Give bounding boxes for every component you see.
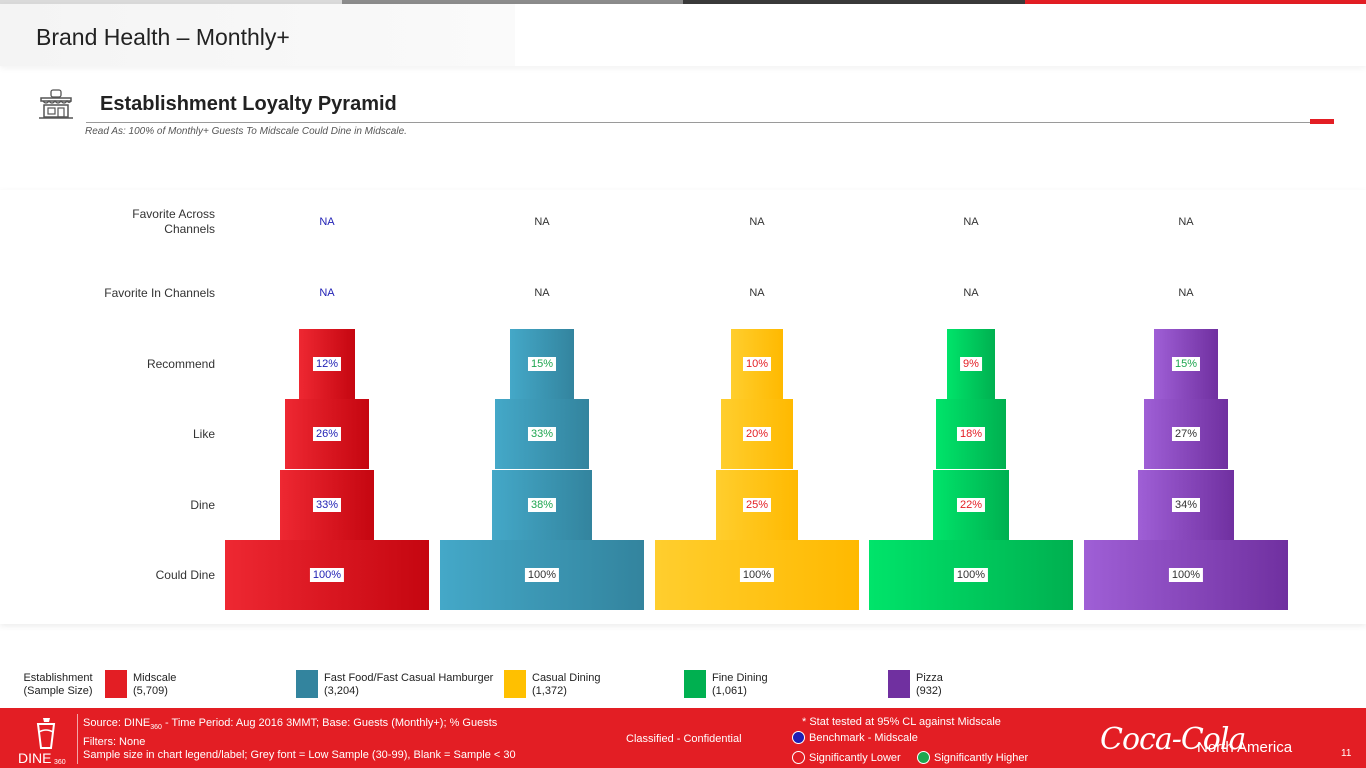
data-label: 100% (1168, 568, 1204, 582)
legend-label: Fine Dining (712, 672, 768, 684)
data-label: NA (1178, 287, 1194, 299)
sample-size-note: Sample size in chart legend/label; Grey … (83, 749, 516, 761)
source-suffix: - Time Period: Aug 2016 3MMT; Base: Gues… (161, 717, 498, 729)
row-label: Recommend (146, 356, 215, 371)
data-label: NA (749, 216, 765, 228)
legend-sample: (3,204) (324, 685, 359, 697)
significantly-higher-legend: Significantly Higher (917, 751, 1028, 764)
legend-swatch (105, 670, 127, 698)
legend-sample: (1,061) (712, 685, 747, 697)
data-label: 22% (956, 498, 986, 512)
page-title: Brand Health – Monthly+ (36, 24, 290, 50)
region-label: North America (1197, 739, 1293, 756)
legend-swatch (504, 670, 526, 698)
data-label: NA (319, 216, 335, 228)
footer-divider (77, 714, 78, 764)
data-label: NA (534, 216, 550, 228)
higher-circle-icon (917, 751, 930, 764)
logo-suffix: 360 (54, 759, 66, 766)
legend-title-line: Establishment (23, 672, 93, 684)
title-band: Brand Health – Monthly+ (0, 4, 1366, 66)
data-label: 20% (742, 427, 772, 441)
legend-label: Casual Dining (532, 672, 601, 684)
logo-wordmark: DINE (18, 750, 51, 766)
read-as-note: Read As: 100% of Monthly+ Guests To Mids… (85, 126, 407, 137)
data-label: 33% (527, 427, 557, 441)
data-label: 26% (312, 427, 342, 441)
data-label: 12% (312, 357, 342, 371)
benchmark-legend: Benchmark - Midscale (792, 731, 918, 744)
data-label: NA (534, 287, 550, 299)
data-label: NA (749, 287, 765, 299)
row-label: Could Dine (155, 567, 215, 582)
data-label: 10% (742, 357, 772, 371)
data-label: NA (1178, 216, 1194, 228)
section-accent-mark (1310, 119, 1334, 124)
legend-sample: (5,709) (133, 685, 168, 697)
source-note: Source: DINE360 - Time Period: Aug 2016 … (83, 716, 497, 749)
storefront-icon (39, 89, 73, 119)
stat-test-note: * Stat tested at 95% CL against Midscale (802, 716, 1001, 728)
source-subscript: 360 (150, 724, 162, 732)
data-label: 27% (1171, 427, 1201, 441)
filters-note: Filters: None (83, 736, 146, 749)
lower-circle-icon (792, 751, 805, 764)
significantly-lower-legend: Significantly Lower (792, 751, 901, 764)
coca-cola-logo: Coca-Cola (1100, 722, 1246, 757)
section-divider (86, 122, 1310, 123)
row-label: Favorite Across Channels (132, 207, 215, 236)
benchmark-circle-icon (792, 731, 805, 744)
legend-label: Fast Food/Fast Casual Hamburger (324, 672, 494, 684)
legend-swatch (296, 670, 318, 698)
top-accent-bar (0, 0, 1366, 4)
benchmark-label: Benchmark - Midscale (809, 732, 918, 744)
footer: DINE 360 Source: DINE360 - Time Period: … (0, 708, 1366, 768)
legend-label: Midscale (133, 672, 177, 684)
legend-swatch (684, 670, 706, 698)
source-prefix: Source: DINE (83, 717, 151, 729)
dine360-logo: DINE 360 (18, 718, 66, 766)
row-label: Favorite In Channels (104, 285, 215, 300)
section-title: Establishment Loyalty Pyramid (100, 93, 397, 115)
higher-label: Significantly Higher (934, 752, 1029, 764)
data-label: 34% (1171, 498, 1201, 512)
data-label: 18% (956, 427, 986, 441)
data-label: 33% (312, 498, 342, 512)
row-label: Like (192, 426, 215, 441)
data-label: 100% (739, 568, 775, 582)
top-accent-segment (683, 0, 1025, 4)
legend-title: Establishment (Sample Size) (18, 672, 98, 698)
data-label: NA (319, 287, 335, 299)
page-number: 11 (1341, 748, 1352, 759)
top-accent-segment (341, 0, 683, 4)
top-accent-segment (0, 0, 342, 4)
row-label: Dine (190, 497, 215, 512)
legend-swatch (888, 670, 910, 698)
data-label: NA (963, 216, 979, 228)
data-label: 100% (953, 568, 989, 582)
data-label: 100% (524, 568, 560, 582)
title-band-fade (0, 4, 515, 66)
lower-label: Significantly Lower (809, 752, 901, 764)
data-label: 38% (527, 498, 557, 512)
top-accent-segment (1024, 0, 1366, 4)
legend-sample: (1,372) (532, 685, 567, 697)
legend-title-line: (Sample Size) (23, 685, 93, 697)
legend-sample: (932) (916, 685, 942, 697)
data-label: 15% (527, 357, 557, 371)
data-label: NA (963, 287, 979, 299)
data-label: 100% (309, 568, 345, 582)
legend: Establishment (Sample Size) Midscale (5,7… (0, 664, 1366, 704)
legend-label: Pizza (916, 672, 943, 684)
data-label: 25% (742, 498, 772, 512)
data-label: 15% (1171, 357, 1201, 371)
classification-label: Classified - Confidential (626, 733, 742, 745)
data-label: 9% (960, 357, 982, 371)
